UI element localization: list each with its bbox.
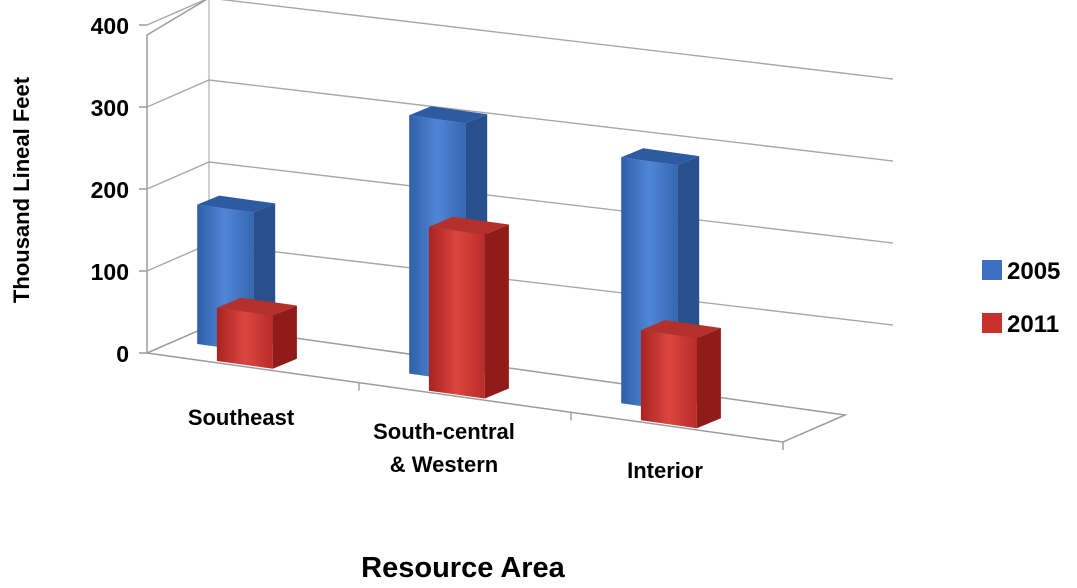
legend-label: 2005 — [1007, 258, 1060, 285]
y-axis-title: Thousand Lineal Feet — [9, 76, 34, 303]
bar-2011-2 — [640, 320, 721, 429]
bar-side — [484, 224, 509, 399]
labels-layer: 0 100 200 300 400 Southeast South-central & Wes… — [9, 13, 1060, 584]
bar-2011-1 — [428, 216, 509, 399]
y-tick-label: 300 — [91, 95, 129, 121]
bar-top — [428, 216, 509, 235]
bar-front — [216, 307, 273, 369]
legend-label: 2011 — [1007, 311, 1059, 338]
legend-swatch-2005 — [982, 260, 1002, 280]
bar-2011-0 — [216, 297, 297, 369]
x-category-label: South-central — [373, 419, 515, 444]
bar-side — [272, 305, 297, 369]
bar-front — [640, 330, 697, 429]
x-category-label: & Western — [390, 452, 498, 477]
legend-swatch-2011 — [982, 313, 1002, 333]
gridline — [146, 79, 894, 162]
y-tick-label: 400 — [91, 13, 129, 39]
y-tick-label: 200 — [91, 177, 129, 203]
y-tick-label: 0 — [116, 341, 129, 367]
side-wall-edge — [146, 0, 208, 353]
bar-top — [216, 297, 297, 316]
x-category-label: Interior — [627, 458, 703, 483]
bar-top — [621, 148, 700, 166]
bar-front — [428, 226, 485, 399]
bar-side — [696, 328, 721, 429]
bars-layer — [197, 106, 721, 429]
y-tick-label: 100 — [91, 259, 129, 285]
bar-top — [640, 320, 721, 338]
x-category-label: Southeast — [188, 405, 295, 430]
gridline — [146, 0, 894, 80]
x-axis-title: Resource Area — [361, 552, 566, 583]
bar-top — [197, 195, 276, 213]
bar-top — [409, 106, 488, 124]
